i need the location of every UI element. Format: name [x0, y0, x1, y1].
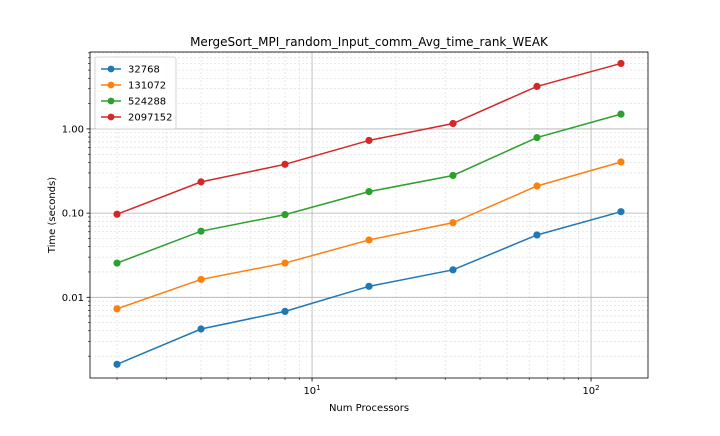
- data-point-524288: [617, 110, 625, 118]
- data-point-32768: [197, 325, 205, 333]
- data-point-131072: [365, 236, 373, 244]
- data-point-524288: [197, 227, 205, 235]
- legend-box: [94, 56, 177, 130]
- data-point-32768: [449, 266, 457, 274]
- data-point-131072: [113, 305, 121, 313]
- data-point-2097152: [617, 59, 625, 68]
- data-point-524288: [365, 188, 373, 196]
- data-point-32768: [365, 282, 373, 290]
- data-point-2097152: [197, 178, 205, 186]
- legend: 32768 131072 524288 2097152: [94, 56, 177, 130]
- legend-label-32768: 32768: [128, 65, 160, 76]
- data-point-32768: [533, 231, 541, 239]
- data-point-131072: [449, 219, 457, 227]
- legend-label-131072: 131072: [128, 81, 166, 92]
- data-point-32768: [281, 307, 289, 315]
- data-point-2097152: [365, 136, 373, 145]
- legend-marker-524288: [107, 97, 115, 105]
- y-tick-label: 0.10: [62, 209, 84, 220]
- grid: [90, 52, 648, 378]
- data-point-32768: [113, 360, 121, 368]
- data-point-131072: [617, 158, 625, 166]
- y-tick-label: 0.01: [62, 293, 84, 304]
- data-point-524288: [449, 171, 457, 180]
- x-tick-label: 102: [582, 384, 599, 397]
- data-point-131072: [533, 182, 541, 190]
- legend-label-524288: 524288: [128, 97, 166, 108]
- plot-area-frame: [89, 51, 649, 379]
- y-axis-label: Time (seconds): [47, 177, 58, 254]
- data-point-2097152: [113, 210, 121, 218]
- axis-ticks: 101 102 0.01 0.10 1.00: [62, 52, 600, 397]
- x-tick-label: 101: [303, 384, 320, 397]
- legend-marker-131072: [107, 81, 115, 89]
- legend-marker-32768: [107, 65, 115, 73]
- data-point-2097152: [449, 119, 457, 128]
- data-point-131072: [197, 275, 205, 284]
- data-point-2097152: [281, 160, 289, 168]
- data-point-131072: [281, 259, 289, 267]
- data-point-2097152: [533, 82, 541, 91]
- series-layer: [113, 59, 625, 368]
- legend-marker-2097152: [107, 113, 115, 121]
- data-point-524288: [281, 211, 289, 219]
- data-point-32768: [617, 208, 625, 216]
- y-tick-label: 1.00: [62, 124, 84, 135]
- data-point-524288: [533, 133, 541, 142]
- x-axis-label: Num Processors: [329, 403, 409, 414]
- chart-title: MergeSort_MPI_random_Input_comm_Avg_time…: [190, 35, 549, 49]
- legend-label-2097152: 2097152: [128, 113, 173, 124]
- data-point-524288: [113, 259, 121, 267]
